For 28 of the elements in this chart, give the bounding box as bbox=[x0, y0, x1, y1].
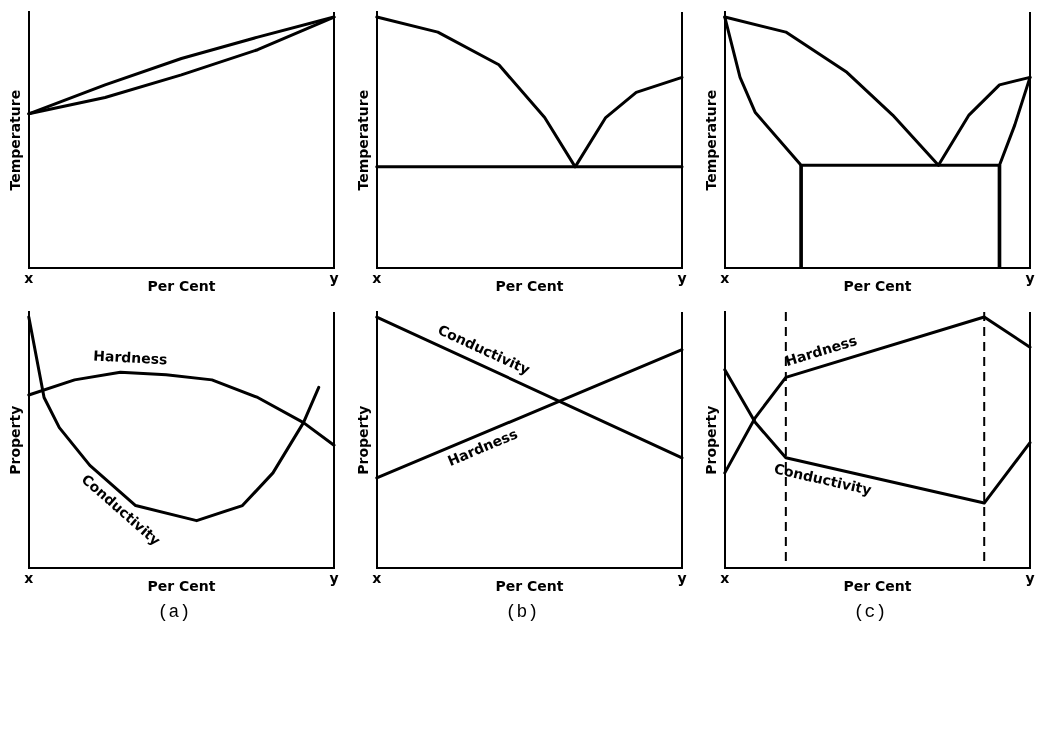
x-axis-title: Per Cent bbox=[495, 278, 564, 295]
x-axis-title: Per Cent bbox=[147, 278, 216, 295]
x-axis-title: Per Cent bbox=[843, 578, 912, 595]
text: (a) bbox=[156, 602, 192, 622]
x-tick-label: y bbox=[1025, 570, 1035, 587]
text: (b) bbox=[504, 602, 540, 622]
x-tick-label: x bbox=[720, 570, 730, 587]
x-tick-label: x bbox=[24, 570, 34, 587]
x-tick-label: y bbox=[329, 270, 339, 287]
x-tick-label: y bbox=[1025, 270, 1035, 287]
x-tick-label: x bbox=[372, 570, 382, 587]
x-tick-label: x bbox=[372, 270, 382, 287]
y-axis-title: Temperature bbox=[355, 89, 372, 191]
y-axis-title: Temperature bbox=[703, 89, 720, 191]
series-label: Hardness bbox=[92, 347, 168, 368]
y-axis-title: Temperature bbox=[7, 89, 24, 191]
x-axis-title: Per Cent bbox=[495, 578, 564, 595]
x-axis-title: Per Cent bbox=[147, 578, 216, 595]
x-tick-label: x bbox=[24, 270, 34, 287]
y-axis-title: Property bbox=[355, 405, 372, 475]
y-axis-title: Property bbox=[703, 405, 720, 475]
text: (c) bbox=[852, 602, 888, 622]
x-tick-label: y bbox=[329, 570, 339, 587]
y-axis-title: Property bbox=[7, 405, 24, 475]
x-tick-label: x bbox=[720, 270, 730, 287]
x-axis-title: Per Cent bbox=[843, 278, 912, 295]
x-tick-label: y bbox=[677, 270, 687, 287]
x-tick-label: y bbox=[677, 570, 687, 587]
